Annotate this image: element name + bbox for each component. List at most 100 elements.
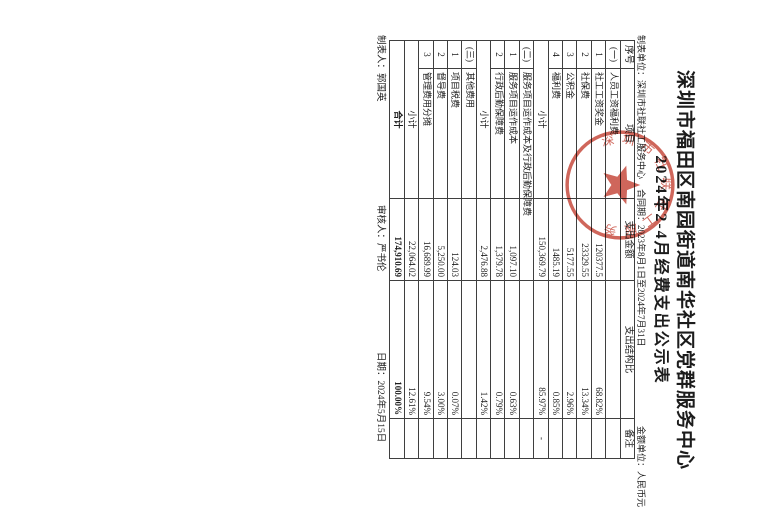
amount-cell: 124.03 bbox=[447, 198, 462, 281]
amount-cell: 150,369.79 bbox=[533, 198, 549, 281]
item-cell: 人员工资福利费 bbox=[605, 68, 621, 199]
item-cell: 服务项目运作成本及行政后勤保障费 bbox=[519, 68, 534, 216]
reviewer-name: 审核人：严书伦 bbox=[375, 205, 385, 272]
ratio-cell: 13.34% bbox=[576, 280, 592, 419]
ratio-cell: 3.00% bbox=[433, 280, 448, 419]
table-row-total: 合计 174,910.69 100.00% bbox=[389, 40, 405, 459]
ratio-cell: 0.85% bbox=[548, 280, 563, 419]
note-cell bbox=[447, 418, 462, 459]
ratio-cell bbox=[461, 280, 477, 419]
seq-cell: 3 bbox=[418, 40, 434, 69]
amount-cell: 174,910.69 bbox=[389, 198, 405, 281]
ratio-cell: 0.63% bbox=[504, 280, 520, 419]
note-cell bbox=[591, 418, 606, 459]
ratio-cell: 9.54% bbox=[418, 280, 434, 419]
row-label-cell: 小计 bbox=[533, 40, 549, 199]
prepared-by-unit: 制表单位：深圳市社联社工服务中心 bbox=[636, 35, 646, 180]
expense-table-body: (一) 人员工资福利费 1 社工工资奖金 120377.5 68.82% 2 社保费 23329… bbox=[389, 40, 621, 459]
table-row-section: (三) 其他费用 bbox=[461, 40, 477, 459]
rotated-document: 深圳市福田区南园街道南华社区党群服务中心 2024年2-4月经费支出公示表 制表… bbox=[375, 30, 705, 510]
item-cell: 社保费 bbox=[576, 68, 592, 199]
table-row-data: 4 福利费 1485.19 0.85% bbox=[548, 40, 563, 459]
seq-cell: 1 bbox=[447, 40, 462, 69]
amount-cell bbox=[461, 198, 477, 281]
table-header-row: 序号 项目 支出金额 支出结构比 备注 bbox=[620, 40, 635, 459]
table-row-subtotal: 小计 150,369.79 85.97% - bbox=[533, 40, 549, 459]
currency-unit: 金额单位：人民币元 bbox=[636, 425, 646, 507]
expense-table: 序号 项目 支出金额 支出结构比 备注 (一) 人员工资福利费 1 社工工资奖金 120… bbox=[389, 40, 635, 459]
item-cell: 督导费 bbox=[433, 68, 448, 199]
amount-cell: 5177.55 bbox=[562, 198, 577, 281]
row-label-cell: 合计 bbox=[389, 40, 405, 199]
amount-cell: 120377.5 bbox=[591, 198, 606, 281]
amount-cell: 2,476.88 bbox=[476, 198, 491, 281]
seq-cell: (二) bbox=[519, 40, 534, 69]
seq-cell: 4 bbox=[548, 40, 563, 69]
amount-cell: 22,064.02 bbox=[404, 198, 419, 281]
amount-cell: 1,097.10 bbox=[504, 198, 520, 281]
info-row: 制表单位：深圳市社联社工服务中心 合同期：2023年8月1日至2024年7月31… bbox=[635, 35, 648, 507]
item-cell: 公积金 bbox=[562, 68, 577, 199]
ratio-cell: 12.61% bbox=[404, 280, 419, 419]
ratio-cell: 0.79% bbox=[490, 280, 505, 419]
item-cell: 管理费用分摊 bbox=[418, 68, 434, 199]
note-cell bbox=[418, 418, 434, 459]
note-cell bbox=[519, 418, 534, 459]
seq-cell: 1 bbox=[504, 40, 520, 69]
note-cell bbox=[476, 418, 491, 459]
seq-cell: (三) bbox=[461, 40, 477, 69]
table-row-data: 1 项目税费 124.03 0.07% bbox=[447, 40, 462, 459]
amount-cell: 16,689.99 bbox=[418, 198, 434, 281]
ratio-cell bbox=[605, 280, 621, 419]
table-row-data: 2 督导费 5,250.00 3.00% bbox=[433, 40, 448, 459]
note-cell bbox=[504, 418, 520, 459]
item-cell: 福利费 bbox=[548, 68, 563, 199]
item-cell: 其他费用 bbox=[461, 68, 477, 199]
document-title-period: 2024年2-4月经费支出公示表 bbox=[652, 155, 669, 385]
item-cell: 行政后勤保障费 bbox=[490, 68, 505, 199]
note-cell bbox=[576, 418, 592, 459]
ratio-cell: 0.07% bbox=[447, 280, 462, 419]
note-cell: - bbox=[533, 418, 549, 459]
ratio-cell: 100.00% bbox=[389, 280, 405, 419]
note-cell bbox=[461, 418, 477, 459]
table-row-data: 1 服务项目运作成本 1,097.10 0.63% bbox=[504, 40, 520, 459]
seq-cell: 2 bbox=[490, 40, 505, 69]
note-cell bbox=[490, 418, 505, 459]
header-ratio: 支出结构比 bbox=[620, 280, 635, 419]
table-row-data: 3 公积金 5177.55 2.96% bbox=[562, 40, 577, 459]
amount-cell: 1,379.78 bbox=[490, 198, 505, 281]
amount-cell: 23329.55 bbox=[576, 198, 592, 281]
document-title-org: 深圳市福田区南园街道南华社区党群服务中心 bbox=[674, 69, 695, 470]
header-amount: 支出金额 bbox=[620, 198, 635, 281]
document-date: 日期：2024年5月15日 bbox=[375, 352, 385, 443]
table-row-data: 1 社工工资奖金 120377.5 68.82% bbox=[591, 40, 606, 459]
ratio-cell: 85.97% bbox=[533, 280, 549, 419]
amount-cell: 5,250.00 bbox=[433, 198, 448, 281]
item-cell: 项目税费 bbox=[447, 68, 462, 199]
seq-cell: (一) bbox=[605, 40, 621, 69]
ratio-cell: 1.42% bbox=[476, 280, 491, 419]
table-row-section: (一) 人员工资福利费 bbox=[605, 40, 621, 459]
table-row-data: 2 社保费 23329.55 13.34% bbox=[576, 40, 592, 459]
contract-period: 合同期：2023年8月1日至2024年7月31日 bbox=[636, 189, 646, 347]
note-cell bbox=[404, 418, 419, 459]
table-row-data: 3 管理费用分摊 16,689.99 9.54% bbox=[418, 40, 434, 459]
seq-cell: 1 bbox=[591, 40, 606, 69]
amount-cell bbox=[605, 198, 621, 281]
seq-cell: 3 bbox=[562, 40, 577, 69]
row-label-cell: 小计 bbox=[476, 40, 491, 199]
seq-cell: 2 bbox=[576, 40, 592, 69]
ratio-cell: 68.82% bbox=[591, 280, 606, 419]
seq-cell: 2 bbox=[433, 40, 448, 69]
header-note: 备注 bbox=[620, 418, 635, 459]
item-cell: 社工工资奖金 bbox=[591, 68, 606, 199]
item-cell: 服务项目运作成本 bbox=[504, 68, 520, 199]
note-cell bbox=[562, 418, 577, 459]
table-row-subtotal: 小计 22,064.02 12.61% bbox=[404, 40, 419, 459]
table-row-subtotal: 小计 2,476.88 1.42% bbox=[476, 40, 491, 459]
table-row-section: (二) 服务项目运作成本及行政后勤保障费 bbox=[519, 40, 534, 459]
note-cell bbox=[389, 418, 405, 459]
note-cell bbox=[433, 418, 448, 459]
